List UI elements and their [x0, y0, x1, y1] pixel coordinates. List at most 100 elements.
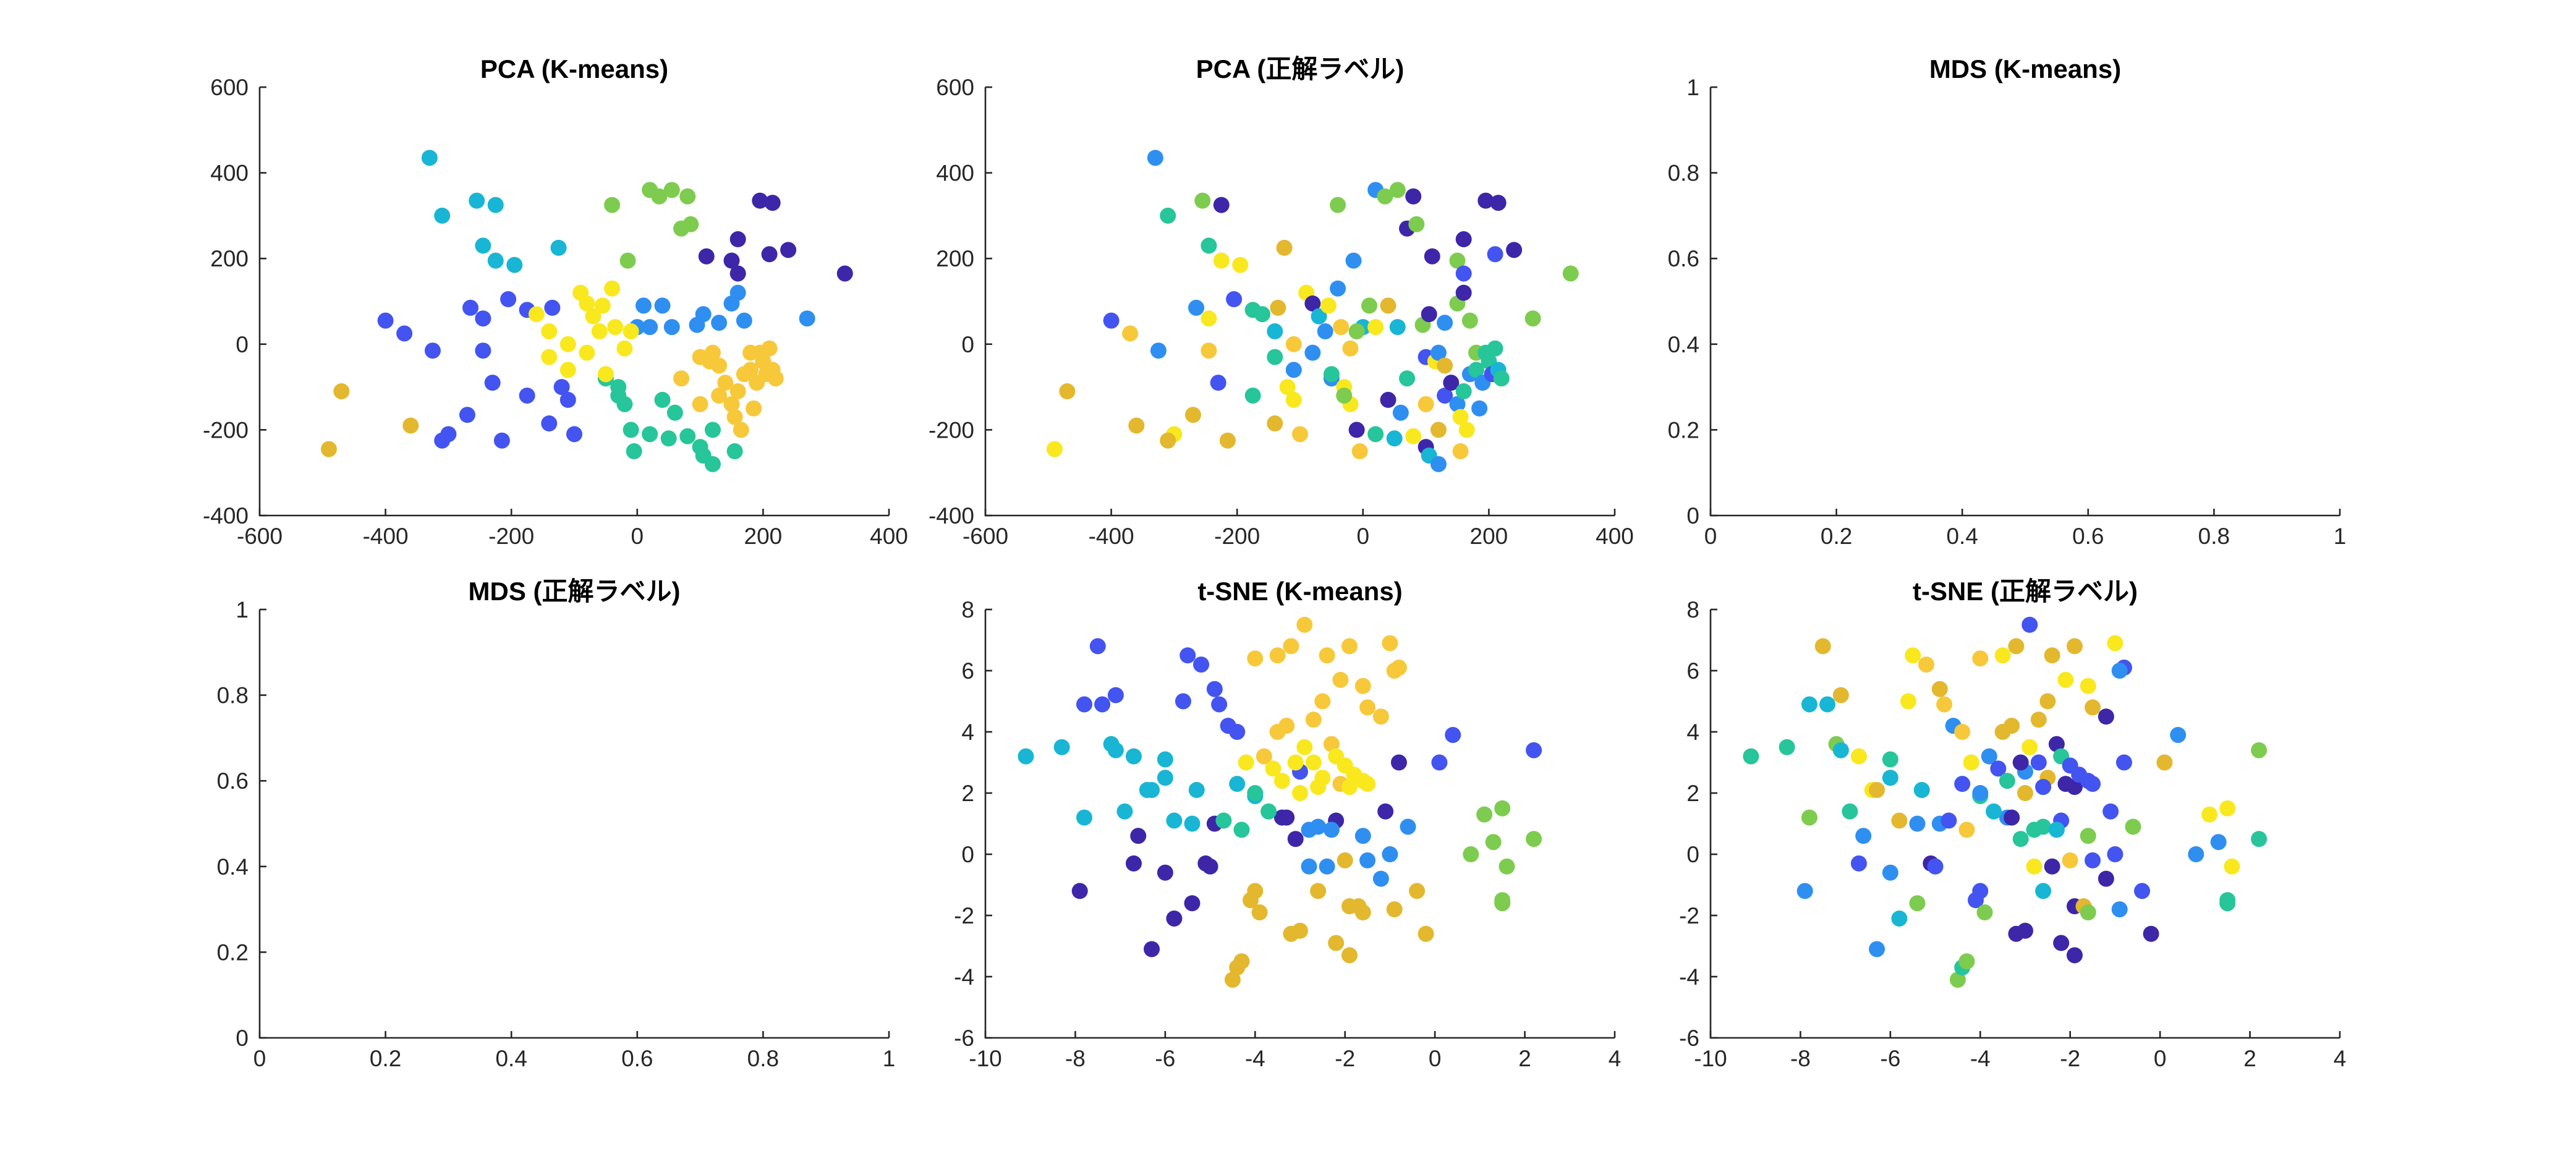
scatter-point [2115, 754, 2132, 771]
y-tick-label: 0.2 [1668, 417, 1699, 443]
scatter-point [1345, 252, 1362, 269]
scatter-point [1330, 197, 1346, 213]
chart-title: t-SNE (正解ラベル) [1913, 577, 2138, 606]
scatter-point [1437, 315, 1453, 331]
scatter-point [1175, 693, 1191, 710]
scatter-point [1382, 846, 1398, 862]
scatter-point [2062, 852, 2078, 868]
scatter-point [550, 239, 567, 256]
scatter-point [579, 295, 595, 312]
scatter-point [506, 257, 523, 273]
scatter-point [1487, 246, 1503, 263]
scatter-point [1332, 671, 1349, 688]
scatter-point [1305, 711, 1322, 728]
scatter-point [1285, 391, 1302, 408]
scatter-point [377, 312, 394, 329]
scatter-point [623, 422, 639, 438]
panel-mds-kmeans: MDS (K-means) 0 0.2 0.4 0.6 0.8 1 0 0.2 0.4 0.6 0.8… [1668, 54, 2347, 549]
scatter-point [711, 387, 728, 404]
scatter-point [1125, 855, 1142, 872]
scatter-point [1430, 456, 1447, 472]
scatter-point [2044, 858, 2060, 875]
x-tick-label: 0.8 [2198, 524, 2230, 549]
scatter-point [1477, 344, 1494, 361]
scatter-point [1336, 387, 1353, 404]
scatter-point [1779, 739, 1795, 755]
scatter-point [1310, 779, 1327, 796]
y-tick-label: -2 [1679, 903, 1699, 928]
scatter-point [1202, 858, 1218, 875]
scatter-point [1390, 754, 1407, 771]
scatter-point [1296, 616, 1313, 633]
scatter-point [1382, 635, 1398, 652]
scatter-point [1122, 325, 1139, 342]
scatter-point [475, 237, 491, 254]
scatter-point [462, 299, 479, 316]
scatter-point [1405, 428, 1422, 444]
scatter-point [1229, 776, 1246, 792]
scatter-point [2107, 846, 2123, 862]
scatter-point [1526, 831, 1542, 847]
scatter-point [1972, 883, 1989, 899]
scatter-point [2021, 616, 2038, 633]
scatter-point [2219, 895, 2236, 912]
axis-lines [258, 87, 889, 517]
scatter-point [559, 391, 576, 408]
scatter-point [1458, 422, 1475, 438]
scatter-point [1147, 150, 1163, 166]
scatter-point [1201, 237, 1217, 254]
scatter-point [623, 323, 639, 340]
scatter-point [1431, 754, 1448, 771]
y-tick-label: -400 [203, 503, 249, 529]
scatter-point [1801, 809, 1817, 826]
scatter-point [1314, 693, 1331, 710]
scatter-point [1304, 295, 1321, 312]
y-tick-label: -2 [954, 903, 974, 928]
scatter-point [1494, 895, 1511, 912]
x-tick-label: 0 [1429, 1046, 1442, 1071]
scatter-point [1972, 650, 1989, 667]
x-tick-label: 200 [1470, 524, 1508, 549]
scatter-point [1287, 831, 1304, 847]
scatter-point [1311, 308, 1327, 325]
scatter-point [2085, 699, 2101, 716]
scatter-point [1359, 852, 1376, 868]
scatter-point [1562, 265, 1579, 282]
scatter-point [1905, 647, 1921, 664]
scatter-point [1201, 342, 1217, 359]
y-tick-label: 600 [936, 75, 974, 100]
scatter-point [761, 246, 778, 263]
scatter-point [2066, 638, 2083, 655]
x-tick-label: 0.2 [370, 1046, 401, 1071]
scatter-point [717, 375, 734, 391]
y-tick-label: 400 [936, 161, 974, 186]
scatter-point [1348, 323, 1365, 340]
x-tick-label: 0.4 [1946, 524, 1978, 549]
scatter-point [1796, 883, 1813, 899]
scatter-point [2156, 754, 2173, 771]
scatter-point [1891, 910, 1908, 927]
y-tick-label: 400 [210, 161, 249, 186]
scatter-point [591, 323, 608, 340]
scatter-point [610, 387, 627, 404]
scatter-point [2048, 736, 2065, 752]
scatter-point [424, 342, 441, 359]
scatter-point [1819, 696, 1836, 713]
scatter-point [1269, 647, 1286, 664]
scatter-point [2004, 718, 2020, 734]
scatter-point [604, 280, 621, 297]
x-tick-label: -10 [969, 1046, 1001, 1071]
y-tick-label: 2 [1686, 781, 1699, 806]
scatter-point [2170, 726, 2187, 743]
scatter-point [1215, 812, 1232, 829]
scatter-point [1193, 656, 1210, 673]
scatter-point [1493, 370, 1510, 387]
scatter-point [1310, 883, 1327, 899]
scatter-point [1494, 800, 1511, 817]
scatter-point [1882, 751, 1898, 768]
scatter-point [1320, 297, 1337, 314]
scatter-point [1247, 650, 1264, 667]
x-tick-label: 200 [744, 524, 783, 549]
scatter-point [2098, 870, 2114, 887]
scatter-point [654, 297, 671, 314]
